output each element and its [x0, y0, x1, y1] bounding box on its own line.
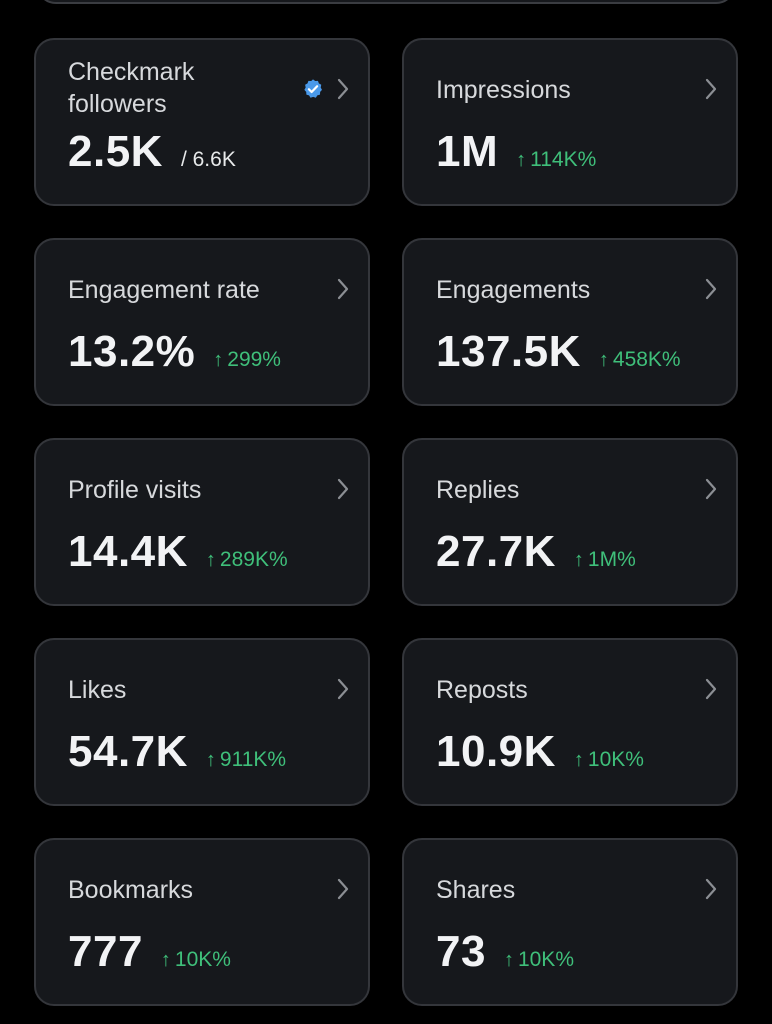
chevron-right-icon[interactable]: [332, 876, 354, 902]
metric-delta: ↑ 458K%: [599, 348, 681, 372]
chevron-right-icon[interactable]: [700, 276, 722, 302]
card-label: Reposts: [436, 676, 528, 704]
card-engagements[interactable]: Engagements 137.5K ↑ 458K%: [402, 238, 738, 406]
metric-value: 10.9K: [436, 727, 556, 776]
delta-value: 911K%: [219, 748, 287, 771]
chevron-right-icon[interactable]: [332, 276, 354, 302]
card-label: Replies: [436, 476, 520, 504]
metric-value: 27.7K: [436, 527, 556, 576]
metric-value: 137.5K: [436, 327, 581, 376]
metric-total: / 6.6K: [180, 148, 236, 171]
arrow-up-icon: ↑: [516, 149, 527, 171]
arrow-up-icon: ↑: [205, 549, 216, 571]
arrow-up-icon: ↑: [503, 949, 514, 971]
arrow-up-icon: ↑: [213, 349, 224, 371]
metric-delta: ↑ 114K%: [516, 148, 596, 172]
chevron-right-icon[interactable]: [700, 876, 722, 902]
arrow-up-icon: ↑: [160, 949, 171, 971]
arrow-up-icon: ↑: [205, 749, 216, 771]
arrow-up-icon: ↑: [573, 549, 584, 571]
chevron-right-icon[interactable]: [332, 676, 354, 702]
delta-value: 10K%: [517, 948, 574, 971]
metric-value: 2.5K: [68, 127, 163, 176]
metric-delta: ↑ 10K%: [161, 948, 231, 972]
value-row: 1M ↑ 114K%: [436, 128, 596, 176]
arrow-up-icon: ↑: [598, 349, 609, 371]
card-label: Profile visits: [68, 476, 202, 504]
card-profile-visits[interactable]: Profile visits 14.4K ↑ 289K%: [34, 438, 370, 606]
metric-delta: ↑ 10K%: [574, 748, 644, 772]
metric-delta: ↑ 911K%: [206, 748, 286, 772]
card-engagement-rate[interactable]: Engagement rate 13.2% ↑ 299%: [34, 238, 370, 406]
previous-card-edge: [36, 0, 736, 4]
value-row: 2.5K / 6.6K: [68, 128, 236, 176]
value-row: 137.5K ↑ 458K%: [436, 328, 681, 376]
chevron-right-icon[interactable]: [700, 476, 722, 502]
metric-delta: ↑ 299%: [213, 348, 281, 372]
delta-value: 289K%: [219, 548, 288, 571]
metric-value: 13.2%: [68, 327, 196, 376]
value-row: 73 ↑ 10K%: [436, 928, 574, 976]
card-label: Checkmark followers: [68, 58, 195, 118]
metric-delta: ↑ 289K%: [206, 548, 288, 572]
value-row: 13.2% ↑ 299%: [68, 328, 281, 376]
value-row: 27.7K ↑ 1M%: [436, 528, 636, 576]
card-label: Shares: [436, 876, 516, 904]
metric-value: 54.7K: [68, 727, 188, 776]
card-checkmark-followers[interactable]: Checkmark followers 2.5K / 6.6K: [34, 38, 370, 206]
metric-value: 73: [436, 927, 486, 976]
card-label: Impressions: [436, 76, 571, 104]
value-row: 54.7K ↑ 911K%: [68, 728, 286, 776]
value-row: 10.9K ↑ 10K%: [436, 728, 644, 776]
card-replies[interactable]: Replies 27.7K ↑ 1M%: [402, 438, 738, 606]
metric-value: 14.4K: [68, 527, 188, 576]
card-label: Bookmarks: [68, 876, 194, 904]
verified-badge-icon: [304, 79, 322, 98]
value-row: 777 ↑ 10K%: [68, 928, 231, 976]
card-shares[interactable]: Shares 73 ↑ 10K%: [402, 838, 738, 1006]
card-reposts[interactable]: Reposts 10.9K ↑ 10K%: [402, 638, 738, 806]
card-label: Engagement rate: [68, 276, 260, 304]
delta-value: 299%: [227, 348, 281, 371]
metric-value: 777: [68, 927, 143, 976]
metric-value: 1M: [436, 127, 499, 176]
delta-value: 114K%: [530, 148, 597, 171]
card-likes[interactable]: Likes 54.7K ↑ 911K%: [34, 638, 370, 806]
chevron-right-icon[interactable]: [332, 476, 354, 502]
chevron-right-icon[interactable]: [332, 76, 354, 102]
arrow-up-icon: ↑: [573, 749, 584, 771]
delta-value: 10K%: [174, 948, 231, 971]
card-impressions[interactable]: Impressions 1M ↑ 114K%: [402, 38, 738, 206]
card-bookmarks[interactable]: Bookmarks 777 ↑ 10K%: [34, 838, 370, 1006]
card-label: Engagements: [436, 276, 591, 304]
card-label: Likes: [68, 676, 127, 704]
metric-delta: ↑ 1M%: [574, 548, 636, 572]
metric-delta: ↑ 10K%: [504, 948, 574, 972]
value-row: 14.4K ↑ 289K%: [68, 528, 288, 576]
chevron-right-icon[interactable]: [700, 676, 722, 702]
delta-value: 10K%: [587, 748, 644, 771]
chevron-right-icon[interactable]: [700, 76, 722, 102]
delta-value: 458K%: [612, 348, 681, 371]
delta-value: 1M%: [587, 548, 636, 571]
